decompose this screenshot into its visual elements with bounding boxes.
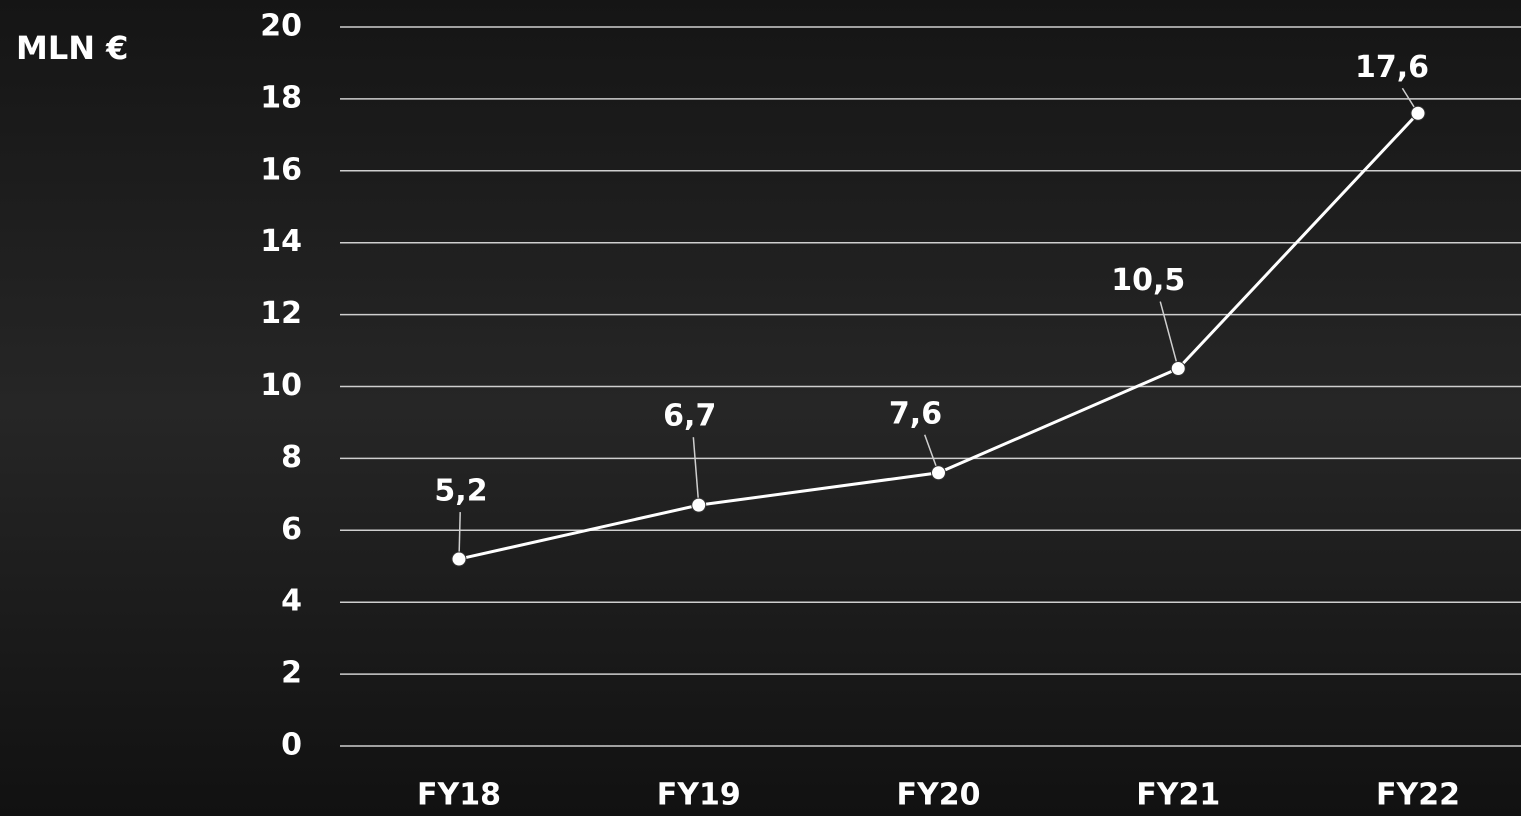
data-label: 10,5	[1111, 263, 1185, 298]
leader-line	[458, 512, 461, 560]
y-tick-label: 4	[281, 584, 302, 619]
y-axis-label: MLN €	[16, 29, 128, 67]
y-tick-label: 10	[260, 368, 302, 403]
point	[1410, 105, 1426, 121]
point	[1170, 361, 1186, 377]
leader-line	[1159, 301, 1179, 369]
y-tick-label: 18	[260, 80, 302, 115]
y-tick-label: 16	[260, 152, 302, 187]
leader-line	[692, 437, 700, 506]
y-tick-label: 6	[281, 512, 302, 547]
data-label: 5,2	[434, 474, 487, 509]
y-tick-label: 8	[281, 440, 302, 475]
point	[451, 551, 467, 567]
point	[931, 465, 946, 481]
x-tick-label: FY19	[657, 778, 741, 813]
y-tick-label: 2	[281, 656, 302, 691]
x-tick-label: FY20	[897, 778, 981, 813]
x-tick-label: FY18	[417, 778, 501, 813]
data-label: 7,6	[889, 396, 942, 431]
x-tick-label: FY21	[1136, 778, 1220, 813]
y-tick-label: 14	[260, 224, 302, 259]
point	[691, 497, 707, 513]
x-tick-label: FY22	[1376, 778, 1460, 813]
y-tick-label: 12	[260, 296, 302, 331]
y-tick-label: 0	[281, 728, 302, 763]
y-tick-label: 20	[260, 9, 302, 44]
data-label: 6,7	[663, 399, 716, 434]
data-label: 17,6	[1355, 50, 1429, 85]
